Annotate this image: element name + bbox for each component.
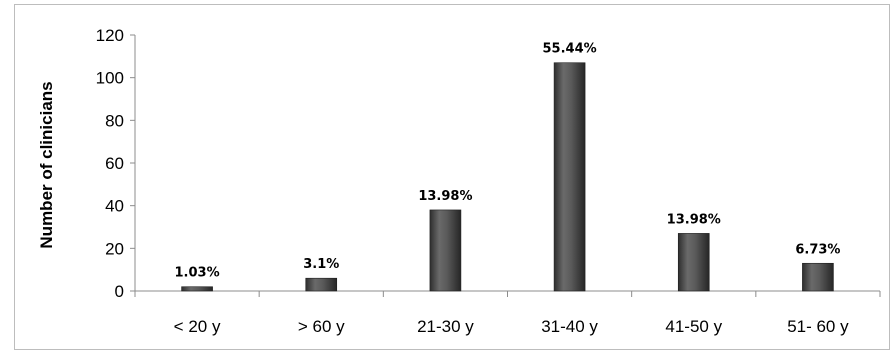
bar	[305, 277, 338, 292]
data-label: 13.98%	[418, 189, 472, 204]
data-label: 13.98%	[667, 212, 721, 227]
chart-frame	[14, 4, 890, 350]
x-tick-label: 41-50 y	[665, 317, 722, 336]
data-label: 1.03%	[175, 266, 220, 281]
y-tick-label: 0	[115, 282, 124, 301]
bars	[181, 62, 834, 292]
bar	[677, 233, 710, 292]
x-tick-label: < 20 y	[174, 317, 221, 336]
x-tick-label: 21-30 y	[417, 317, 474, 336]
x-tick-label: 31-40 y	[541, 317, 598, 336]
x-tick-label: > 60 y	[298, 317, 345, 336]
data-label: 3.1%	[303, 257, 339, 272]
x-tick-labels: < 20 y > 60 y 21-30 y 31-40 y 41-50 y 51- 60 …	[174, 317, 849, 336]
y-tick-label: 80	[105, 111, 124, 130]
data-label: 55.44%	[543, 42, 597, 57]
data-labels: 1.03% 3.1% 13.98% 55.44% 13.98% 6.73%	[175, 42, 841, 281]
y-ticks: 0 20 40 60 80 100 120	[96, 26, 124, 301]
bar	[429, 209, 462, 292]
axes	[130, 34, 881, 297]
y-tick-label: 40	[105, 197, 124, 216]
y-tick-label: 100	[96, 69, 124, 88]
bar	[553, 62, 586, 292]
data-label: 6.73%	[795, 242, 840, 257]
x-tick-label: 51- 60 y	[787, 317, 849, 336]
bar	[181, 286, 213, 292]
bar	[802, 262, 834, 292]
y-tick-label: 20	[105, 239, 124, 258]
y-tick-label: 60	[105, 154, 124, 173]
y-axis-label: Number of clinicians	[37, 81, 56, 248]
y-tick-label: 120	[96, 26, 124, 45]
